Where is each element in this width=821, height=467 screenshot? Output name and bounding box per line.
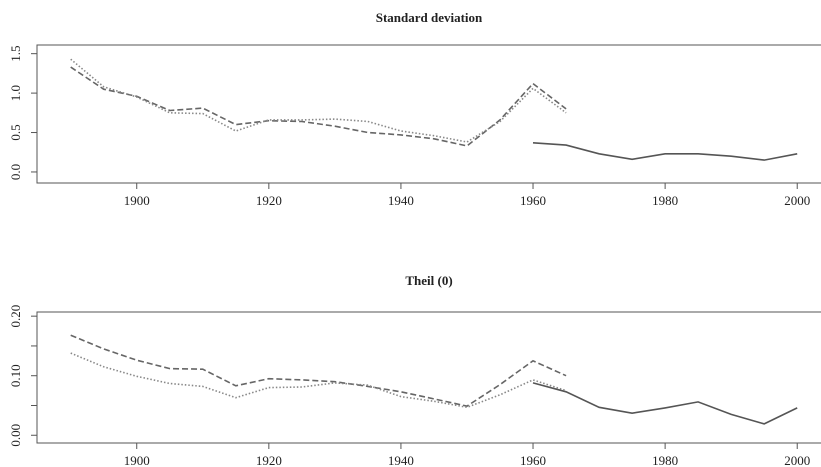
y-tick-label: 1.5 bbox=[8, 46, 23, 62]
y-tick-label: 1.0 bbox=[8, 85, 23, 101]
x-tick-label: 1980 bbox=[652, 193, 678, 208]
x-tick-label: 1940 bbox=[388, 453, 414, 467]
series-line bbox=[532, 382, 798, 425]
x-tick-label: 1920 bbox=[256, 193, 282, 208]
series-line bbox=[532, 142, 798, 161]
x-tick-label: 1960 bbox=[520, 453, 546, 467]
x-tick-label: 1960 bbox=[520, 193, 546, 208]
series-line bbox=[70, 334, 567, 407]
x-tick-label: 1900 bbox=[124, 453, 150, 467]
y-tick-label: 0.5 bbox=[8, 124, 23, 140]
plot-frame bbox=[36, 44, 821, 184]
x-tick-label: 1980 bbox=[652, 453, 678, 467]
y-tick-label: 0.00 bbox=[8, 424, 23, 447]
series-line bbox=[70, 58, 567, 143]
series-line bbox=[70, 352, 567, 409]
x-tick-label: 2000 bbox=[784, 193, 810, 208]
y-tick-label: 0.0 bbox=[8, 164, 23, 180]
series-line bbox=[70, 66, 567, 147]
x-tick-label: 1900 bbox=[124, 193, 150, 208]
x-tick-label: 1940 bbox=[388, 193, 414, 208]
plot-frame bbox=[36, 311, 821, 444]
x-tick-label: 1920 bbox=[256, 453, 282, 467]
chart-title: Standard deviation bbox=[376, 10, 483, 25]
y-tick-label: 0.20 bbox=[8, 305, 23, 328]
x-tick-label: 2000 bbox=[784, 453, 810, 467]
chart-title: Theil (0) bbox=[405, 273, 452, 288]
y-tick-label: 0.10 bbox=[8, 364, 23, 387]
